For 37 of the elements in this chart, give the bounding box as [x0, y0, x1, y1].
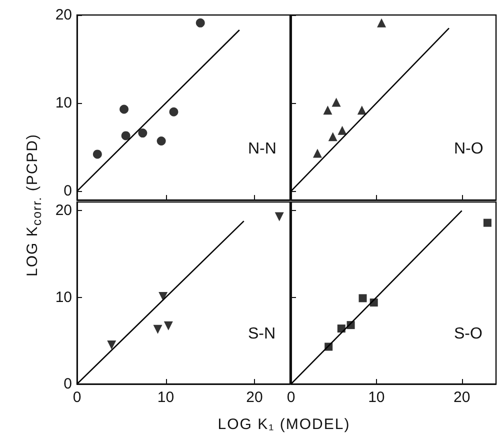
y-tick-label: 0 [64, 376, 72, 392]
point [338, 126, 347, 135]
annotation: N-N [248, 140, 276, 158]
point [323, 106, 332, 115]
point [121, 131, 130, 140]
annotation: S-O [454, 325, 482, 342]
point [312, 148, 322, 158]
x-tick-label: 0 [286, 389, 296, 406]
x-tick-label: 20 [453, 389, 470, 406]
point [156, 136, 166, 146]
point [377, 18, 386, 28]
point [274, 212, 284, 222]
annotation: N-O [454, 140, 484, 158]
point [120, 104, 129, 114]
y-tick-label: 0 [64, 182, 72, 200]
point [138, 128, 148, 138]
point [328, 132, 338, 142]
point [107, 340, 116, 350]
x-tick-label: 20 [246, 389, 263, 406]
y-tick-label: 10 [55, 94, 72, 112]
x-tick-label: 10 [157, 389, 174, 406]
x-tick-label: 10 [368, 389, 385, 406]
y-tick-label: 10 [55, 288, 72, 306]
point [158, 292, 168, 301]
point [196, 18, 205, 28]
annotation: S-N [248, 325, 276, 342]
point [164, 321, 173, 330]
point [358, 294, 367, 302]
point [153, 324, 162, 334]
point [483, 218, 492, 227]
point [357, 106, 366, 115]
y-tick-label: 20 [55, 202, 72, 220]
point [169, 107, 178, 116]
x-axis-title: LOG K₁ (MODEL) [218, 416, 350, 433]
point [332, 98, 341, 107]
point [92, 150, 102, 159]
y-tick-label: 20 [55, 6, 72, 24]
